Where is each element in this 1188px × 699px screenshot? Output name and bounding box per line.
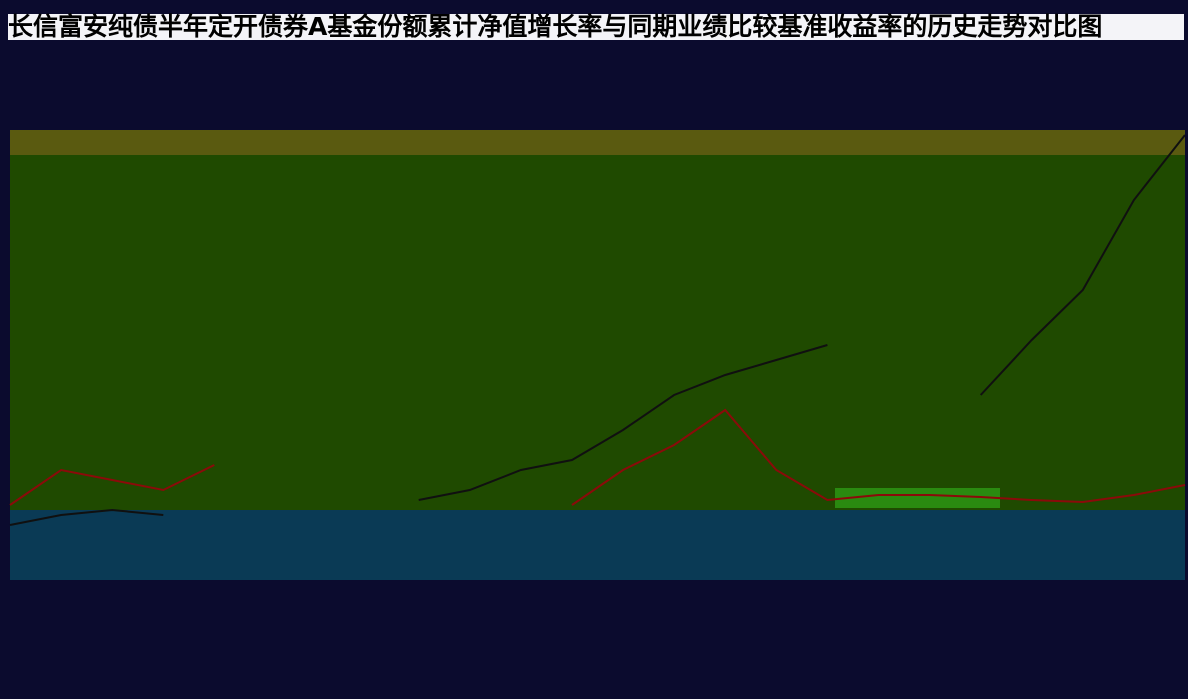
artifact [835, 488, 1000, 508]
band [10, 510, 1185, 580]
series-line [9, 408, 1186, 506]
chart-title: 长信富安纯债半年定开债券A基金份额累计净值增长率与同期业绩比较基准收益率的历史走… [8, 14, 1184, 40]
plot-area [10, 155, 1185, 510]
band [10, 130, 1185, 155]
series-line [9, 134, 1186, 526]
